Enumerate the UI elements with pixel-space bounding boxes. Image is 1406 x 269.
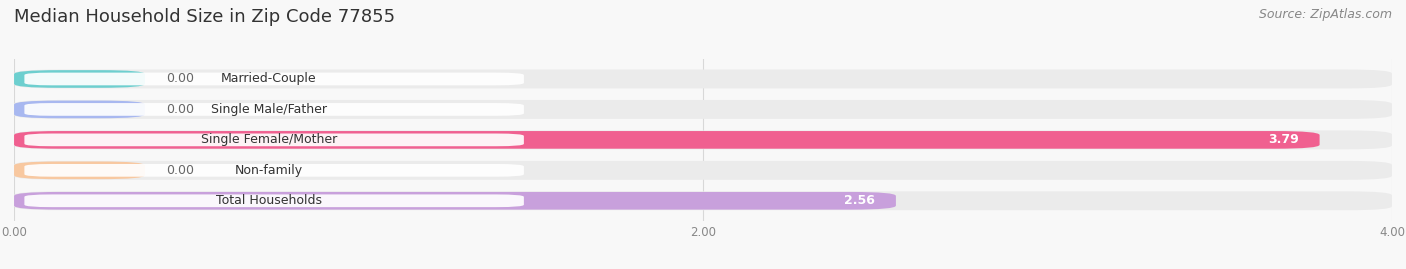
FancyBboxPatch shape <box>14 161 145 179</box>
Text: Non-family: Non-family <box>235 164 304 177</box>
FancyBboxPatch shape <box>24 73 524 85</box>
Text: 3.79: 3.79 <box>1268 133 1299 146</box>
FancyBboxPatch shape <box>14 192 896 210</box>
FancyBboxPatch shape <box>14 130 1392 149</box>
FancyBboxPatch shape <box>14 131 1320 149</box>
Text: Married-Couple: Married-Couple <box>221 72 316 86</box>
FancyBboxPatch shape <box>14 70 145 88</box>
FancyBboxPatch shape <box>24 103 524 116</box>
FancyBboxPatch shape <box>14 69 1392 89</box>
Text: 0.00: 0.00 <box>166 72 194 86</box>
Text: 0.00: 0.00 <box>166 103 194 116</box>
Text: Source: ZipAtlas.com: Source: ZipAtlas.com <box>1258 8 1392 21</box>
Text: Total Households: Total Households <box>217 194 322 207</box>
Text: 2.56: 2.56 <box>845 194 875 207</box>
Text: Median Household Size in Zip Code 77855: Median Household Size in Zip Code 77855 <box>14 8 395 26</box>
FancyBboxPatch shape <box>24 164 524 177</box>
Text: Single Female/Mother: Single Female/Mother <box>201 133 337 146</box>
Text: Single Male/Father: Single Male/Father <box>211 103 328 116</box>
FancyBboxPatch shape <box>14 161 1392 180</box>
FancyBboxPatch shape <box>14 101 145 118</box>
FancyBboxPatch shape <box>14 191 1392 210</box>
Text: 0.00: 0.00 <box>166 164 194 177</box>
FancyBboxPatch shape <box>24 133 524 146</box>
FancyBboxPatch shape <box>14 100 1392 119</box>
FancyBboxPatch shape <box>24 194 524 207</box>
